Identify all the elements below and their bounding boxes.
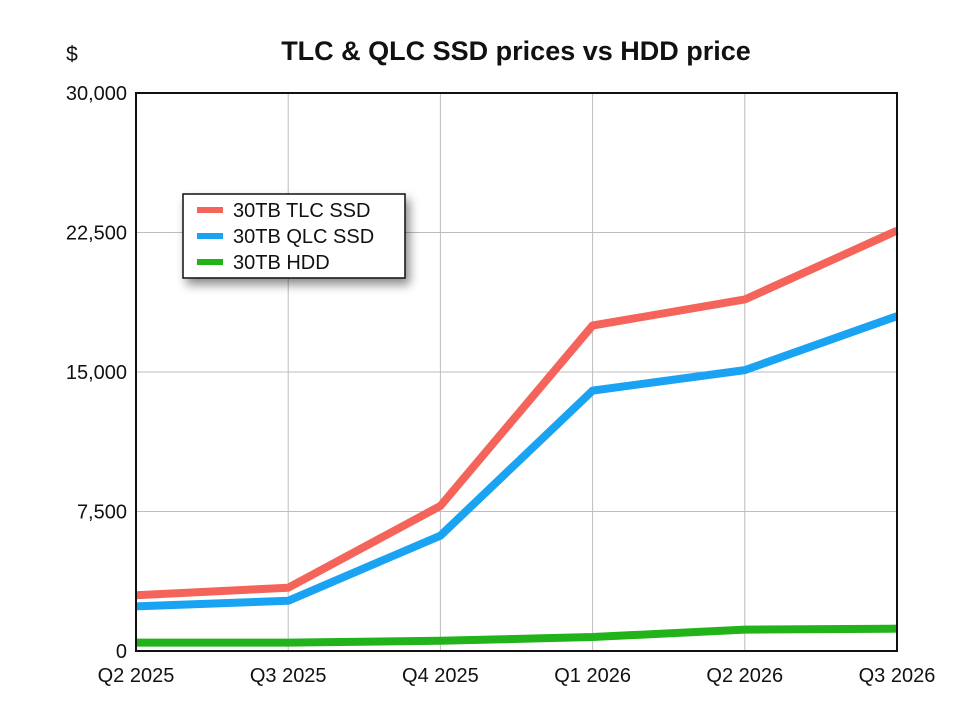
chart-title: TLC & QLC SSD prices vs HDD price bbox=[281, 36, 751, 66]
legend-label-1: 30TB QLC SSD bbox=[233, 226, 374, 248]
series-line-2 bbox=[136, 624, 898, 647]
x-tick-label: Q3 2025 bbox=[250, 665, 327, 687]
legend: 30TB TLC SSD 30TB QLC SSD 30TB HDD bbox=[182, 193, 406, 279]
y-tick-label: 7,500 bbox=[77, 502, 127, 524]
y-axis-ticks: 0 7,500 15,000 22,500 30,000 bbox=[66, 83, 127, 663]
x-tick-label: Q3 2026 bbox=[859, 665, 936, 687]
y-tick-label: 22,500 bbox=[66, 223, 127, 245]
plot-frame bbox=[135, 92, 898, 652]
x-tick-label: Q1 2026 bbox=[554, 665, 631, 687]
y-tick-label: 15,000 bbox=[66, 362, 127, 384]
y-axis-unit: $ bbox=[66, 43, 78, 66]
series-line-1 bbox=[135, 312, 899, 611]
x-tick-label: Q4 2025 bbox=[402, 665, 479, 687]
series-lines bbox=[135, 226, 899, 647]
series-line-0 bbox=[135, 226, 899, 600]
grid-lines bbox=[135, 92, 898, 652]
x-tick-label: Q2 2026 bbox=[706, 665, 783, 687]
legend-label-0: 30TB TLC SSD bbox=[233, 200, 370, 222]
y-tick-label: 0 bbox=[116, 641, 127, 663]
legend-label-2: 30TB HDD bbox=[233, 252, 330, 274]
y-tick-label: 30,000 bbox=[66, 83, 127, 105]
x-tick-label: Q2 2025 bbox=[98, 665, 175, 687]
x-axis-ticks: Q2 2025 Q3 2025 Q4 2025 Q1 2026 Q2 2026 Q3 20… bbox=[98, 665, 936, 687]
